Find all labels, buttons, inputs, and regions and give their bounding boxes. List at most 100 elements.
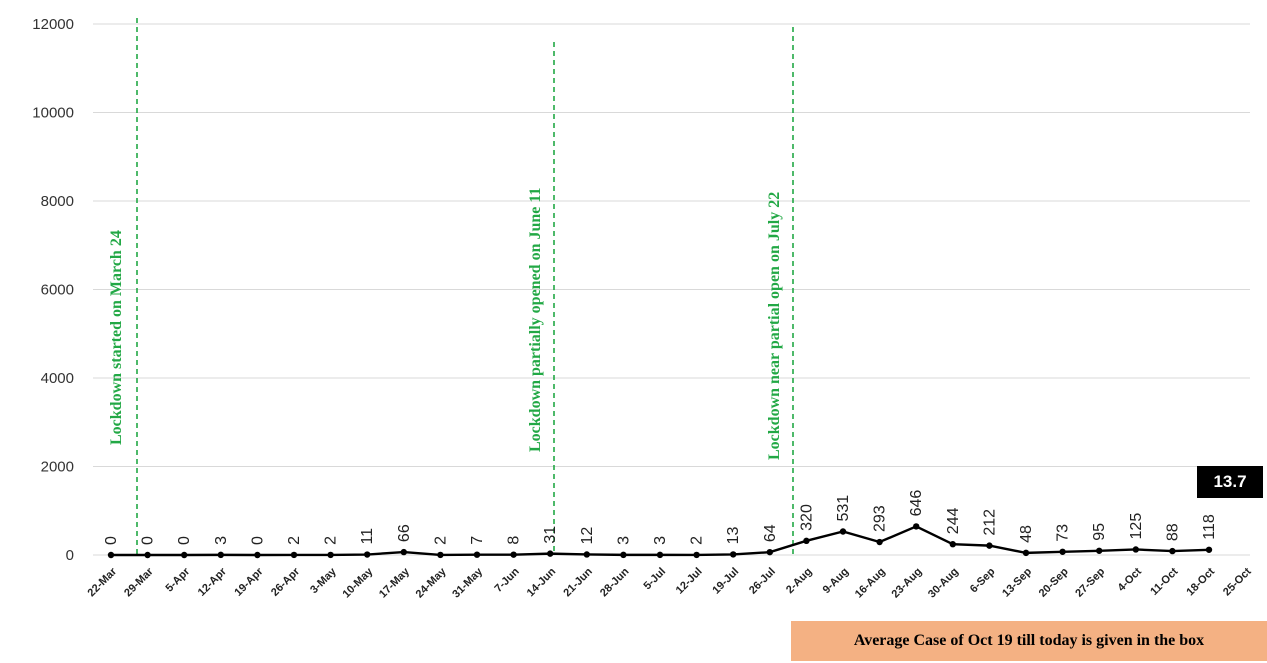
data-label: 3 — [615, 536, 632, 545]
data-point — [1022, 549, 1030, 557]
x-tick-label: 19-Jul — [710, 566, 741, 597]
data-label: 646 — [908, 490, 925, 517]
data-label: 2 — [432, 536, 449, 545]
data-point — [766, 548, 773, 556]
x-tick-label: 5-Jul — [641, 566, 668, 593]
data-label: 3 — [652, 536, 669, 545]
data-point — [1059, 548, 1066, 555]
data-point — [107, 551, 115, 559]
x-tick-label: 16-Aug — [853, 566, 888, 601]
data-point — [620, 551, 627, 559]
data-label: 8 — [506, 536, 523, 545]
average-value-box: 13.7 — [1197, 466, 1263, 498]
data-labels: 0 0 0 3 0 2 2 11 66 2 7 8 31 12 3 3 2 13 64 320 531 293 646 244… — [103, 490, 1218, 545]
data-point — [693, 551, 700, 559]
annotations: Lockdown started on March 24 Lockdown par… — [108, 18, 794, 555]
data-label: 212 — [981, 509, 998, 536]
data-point — [803, 537, 810, 545]
x-tick-label: 25-Oct — [1221, 565, 1254, 598]
data-label: 320 — [798, 504, 815, 531]
y-tick-label: 4000 — [41, 370, 74, 387]
data-label: 118 — [1201, 514, 1218, 540]
data-point — [400, 548, 407, 556]
annotation-label: Lockdown near partial open on July 22 — [766, 192, 783, 460]
data-point — [437, 551, 444, 559]
x-tick-label: 19-Apr — [232, 565, 266, 599]
y-tick-label: 10000 — [32, 105, 74, 122]
y-tick-label: 8000 — [41, 193, 74, 210]
data-point — [181, 551, 188, 559]
data-label: 88 — [1164, 523, 1181, 541]
data-label: 11 — [359, 528, 376, 545]
data-label: 7 — [469, 536, 486, 545]
y-tick-label: 6000 — [41, 282, 74, 299]
x-tick-label: 28-Jun — [598, 565, 632, 599]
data-point — [1132, 546, 1140, 553]
y-tick-label: 12000 — [32, 16, 74, 33]
data-point — [547, 550, 554, 557]
data-label: 0 — [103, 536, 120, 545]
data-label: 293 — [872, 505, 889, 532]
series — [107, 523, 1213, 559]
x-tick-label: 24-May — [414, 565, 449, 600]
data-label: 125 — [1128, 513, 1145, 540]
x-tick-label: 18-Oct — [1184, 565, 1217, 598]
annotation-label: Lockdown partially opened on June 11 — [527, 188, 544, 453]
data-label: 13 — [725, 527, 742, 545]
data-point — [290, 551, 298, 559]
data-label: 531 — [835, 495, 852, 522]
data-label: 0 — [249, 536, 266, 545]
data-point — [1205, 546, 1213, 553]
x-tick-label: 14-Jun — [525, 565, 559, 599]
data-point — [327, 551, 334, 559]
data-label: 66 — [396, 524, 413, 542]
x-tick-label: 3-May — [308, 565, 339, 596]
data-label: 31 — [542, 526, 559, 544]
x-tick-label: 26-Jul — [747, 566, 778, 597]
x-tick-label: 6-Sep — [968, 565, 998, 595]
x-tick-label: 30-Aug — [926, 566, 961, 601]
x-tick-label: 10-May — [340, 565, 375, 600]
data-label: 95 — [1091, 523, 1108, 541]
y-axis-ticks: 0 2000 4000 6000 8000 10000 12000 — [32, 16, 74, 564]
data-label: 2 — [689, 536, 706, 545]
x-tick-label: 22-Mar — [86, 565, 120, 599]
x-tick-label: 17-May — [377, 565, 412, 600]
y-tick-label: 2000 — [41, 459, 74, 476]
y-tick-label: 0 — [66, 547, 74, 564]
data-label: 3 — [213, 536, 230, 545]
data-point — [839, 528, 847, 535]
x-axis-ticks: 22-Mar 29-Mar 5-Apr 12-Apr 19-Apr 26-Apr 3-May… — [86, 565, 1254, 600]
x-tick-label: 13-Sep — [1000, 565, 1034, 599]
data-label: 2 — [323, 536, 340, 545]
footer-note: Average Case of Oct 19 till today is giv… — [791, 621, 1267, 661]
data-point — [876, 538, 883, 546]
data-point — [1096, 547, 1103, 554]
data-label: 2 — [286, 536, 303, 545]
data-label: 244 — [945, 507, 962, 534]
data-point — [1169, 547, 1176, 555]
x-tick-label: 2-Aug — [784, 566, 815, 597]
data-label: 0 — [140, 536, 157, 545]
annotation-label: Lockdown started on March 24 — [108, 230, 125, 445]
x-tick-label: 20-Sep — [1037, 565, 1071, 599]
x-tick-label: 21-Jun — [561, 565, 595, 599]
data-point — [254, 551, 261, 559]
gridlines — [93, 23, 1250, 556]
x-tick-label: 12-Jul — [674, 566, 705, 597]
data-label: 0 — [176, 536, 193, 545]
data-point — [144, 551, 151, 559]
data-point — [364, 551, 371, 558]
data-point — [217, 551, 224, 559]
x-tick-label: 12-Apr — [196, 565, 230, 599]
data-label: 48 — [1018, 525, 1035, 543]
x-tick-label: 27-Sep — [1073, 565, 1107, 599]
data-point — [473, 551, 481, 558]
x-tick-label: 23-Aug — [889, 566, 924, 601]
x-tick-label: 29-Mar — [122, 565, 156, 599]
data-label: 73 — [1055, 524, 1072, 542]
data-point — [949, 541, 956, 548]
data-point — [656, 551, 664, 559]
data-label: 12 — [579, 527, 596, 545]
